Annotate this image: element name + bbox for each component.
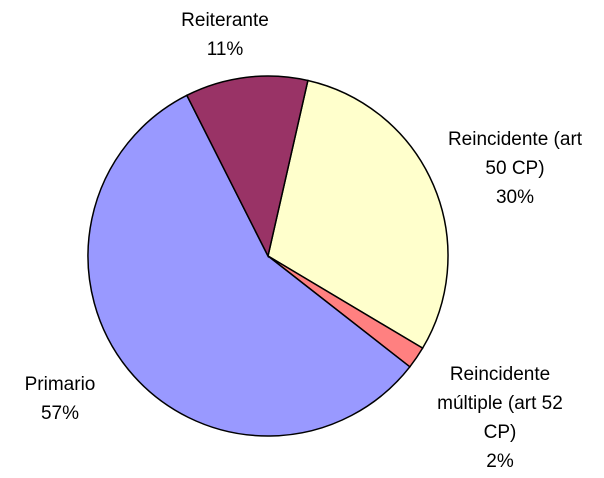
pie-slice — [87, 94, 411, 437]
slice-value-label: 30% — [495, 187, 535, 208]
slice-label: Reincidente (art 50 CP) 30% — [440, 125, 590, 212]
slice-category: Reincidente (art 50 CP) — [447, 129, 583, 179]
slice-value-label: 2% — [486, 451, 514, 472]
pie-slice — [267, 79, 449, 350]
slice-category: Reiterante — [181, 10, 269, 31]
slice-label: Primario 57% — [0, 370, 120, 428]
slice-label: Reiterante 11% — [155, 6, 295, 64]
slice-category: Primario — [24, 374, 96, 395]
slice-category: Reincidente múltiple (art 52 CP) — [437, 364, 563, 443]
slice-value-label: 11% — [206, 39, 244, 60]
slice-value-label: 57% — [40, 403, 80, 424]
slice-label: Reincidente múltiple (art 52 CP) 2% — [425, 360, 575, 476]
pie-slice — [185, 75, 309, 259]
